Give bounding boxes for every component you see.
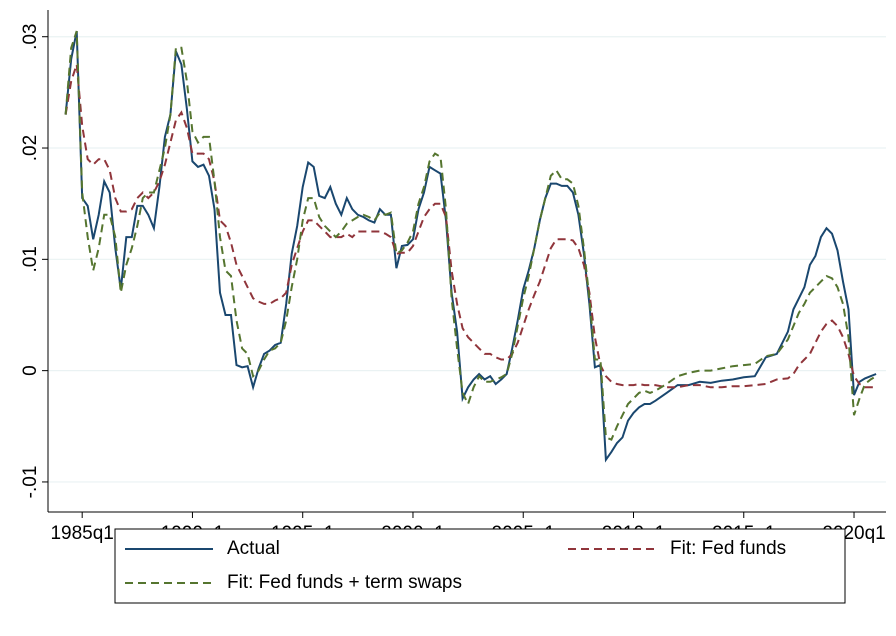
y-tick-label: .01 bbox=[20, 246, 41, 272]
legend-label: Fit: Fed funds + term swaps bbox=[227, 572, 462, 593]
x-tick-label: 1985q1 bbox=[50, 523, 113, 544]
legend-box bbox=[114, 528, 846, 604]
y-tick-label: .02 bbox=[20, 135, 41, 161]
y-tick-label: .03 bbox=[20, 24, 41, 50]
legend-label: Actual bbox=[227, 538, 280, 559]
series-line bbox=[64, 30, 877, 463]
series-line bbox=[64, 64, 877, 389]
y-tick-label: -.01 bbox=[20, 466, 41, 499]
y-tick-label: 0 bbox=[20, 365, 41, 376]
legend-label: Fit: Fed funds bbox=[670, 538, 786, 559]
series-line bbox=[64, 30, 877, 441]
